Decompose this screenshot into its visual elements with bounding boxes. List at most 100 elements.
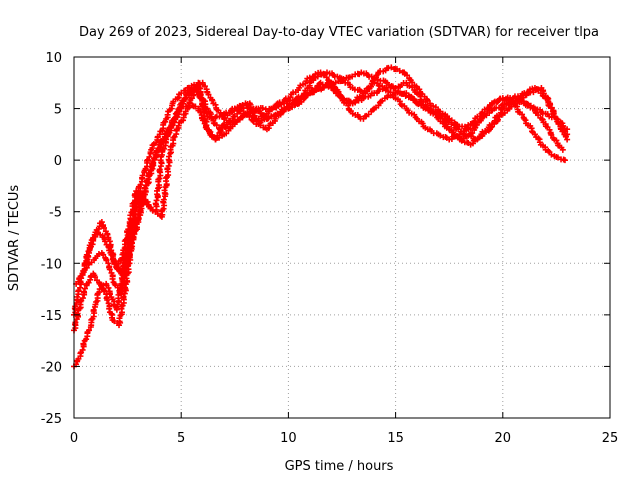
data-point: [109, 275, 116, 282]
data-point: [162, 118, 169, 125]
data-point: [163, 136, 170, 143]
x-tick-label: 10: [280, 431, 297, 446]
data-point: [155, 185, 162, 192]
data-point: [153, 197, 160, 204]
data-points: [71, 64, 571, 370]
data-point: [146, 153, 153, 160]
data-point: [178, 100, 185, 107]
data-point: [131, 230, 138, 237]
x-tick-label: 25: [602, 431, 619, 446]
data-point: [104, 231, 111, 238]
data-point: [98, 282, 105, 289]
y-tick-label: -10: [41, 257, 62, 272]
data-point: [160, 196, 167, 203]
data-point: [125, 226, 132, 233]
data-point: [72, 303, 79, 310]
x-tick-label: 5: [177, 431, 185, 446]
data-point: [559, 146, 566, 153]
x-tick-label: 20: [495, 431, 512, 446]
data-point: [80, 288, 87, 295]
data-point: [83, 251, 90, 258]
data-point: [306, 74, 313, 81]
data-point: [126, 251, 133, 258]
data-point: [529, 128, 536, 135]
plot-frame: [73, 56, 611, 419]
data-point: [519, 111, 526, 118]
y-tick-label: 5: [54, 103, 62, 118]
data-point: [473, 122, 480, 129]
x-tick-labels: 0 5 10 15 20 25: [70, 431, 618, 446]
y-tick-label: -20: [41, 360, 62, 375]
data-point: [367, 83, 374, 90]
data-point: [431, 109, 438, 116]
y-tick-label: -15: [41, 309, 62, 324]
data-point: [165, 162, 172, 169]
data-point: [147, 167, 154, 174]
x-tick-label: 15: [387, 431, 404, 446]
data-point: [559, 128, 566, 135]
data-point: [561, 157, 568, 164]
data-point: [152, 200, 159, 207]
data-point: [100, 251, 107, 258]
data-point: [469, 130, 476, 137]
data-point: [127, 212, 134, 219]
data-point: [416, 86, 423, 93]
data-point: [545, 147, 552, 154]
data-point: [117, 269, 124, 276]
data-point: [402, 92, 409, 99]
data-point: [257, 122, 264, 129]
axis-ticks: [73, 56, 611, 419]
data-point: [437, 132, 444, 139]
data-point: [193, 88, 200, 95]
data-point: [166, 153, 173, 160]
data-point: [142, 182, 149, 189]
data-point: [137, 181, 144, 188]
data-point: [102, 238, 109, 245]
x-tick-label: 0: [70, 431, 78, 446]
y-tick-labels: -25 -20 -15 -10 -5 0 5 10: [41, 51, 62, 427]
data-point: [349, 73, 356, 80]
data-point: [205, 91, 212, 98]
data-point: [128, 239, 135, 246]
data-point: [156, 175, 163, 182]
data-point: [197, 108, 204, 115]
data-point: [435, 110, 442, 117]
data-point: [135, 215, 142, 222]
data-point: [139, 172, 146, 179]
data-point: [548, 131, 555, 138]
data-point: [72, 319, 79, 326]
data-point: [161, 187, 168, 194]
data-point: [80, 340, 87, 347]
data-point: [221, 115, 228, 122]
data-point: [175, 107, 182, 114]
data-point: [487, 124, 494, 131]
y-tick-label: -25: [41, 412, 62, 427]
data-point: [88, 316, 95, 323]
data-point: [156, 166, 163, 173]
data-point: [535, 135, 542, 142]
data-point: [514, 98, 521, 105]
data-point: [168, 122, 175, 129]
data-point: [101, 224, 108, 231]
data-point: [105, 284, 112, 291]
data-point: [104, 296, 111, 303]
data-point: [540, 90, 547, 97]
data-point: [155, 176, 162, 183]
data-point: [79, 295, 86, 302]
data-point: [108, 251, 115, 258]
data-point: [121, 284, 128, 291]
data-point: [83, 336, 90, 343]
y-tick-label: 0: [54, 154, 62, 169]
data-point: [199, 102, 206, 109]
y-axis-label: SDTVAR / TECUs: [7, 185, 22, 292]
data-point: [81, 285, 88, 292]
data-point: [118, 303, 125, 310]
data-point: [106, 266, 113, 273]
data-point: [83, 264, 90, 271]
data-point: [550, 110, 557, 117]
data-point: [554, 154, 561, 161]
data-point: [281, 105, 288, 112]
data-point: [430, 103, 437, 110]
data-point: [458, 137, 465, 144]
